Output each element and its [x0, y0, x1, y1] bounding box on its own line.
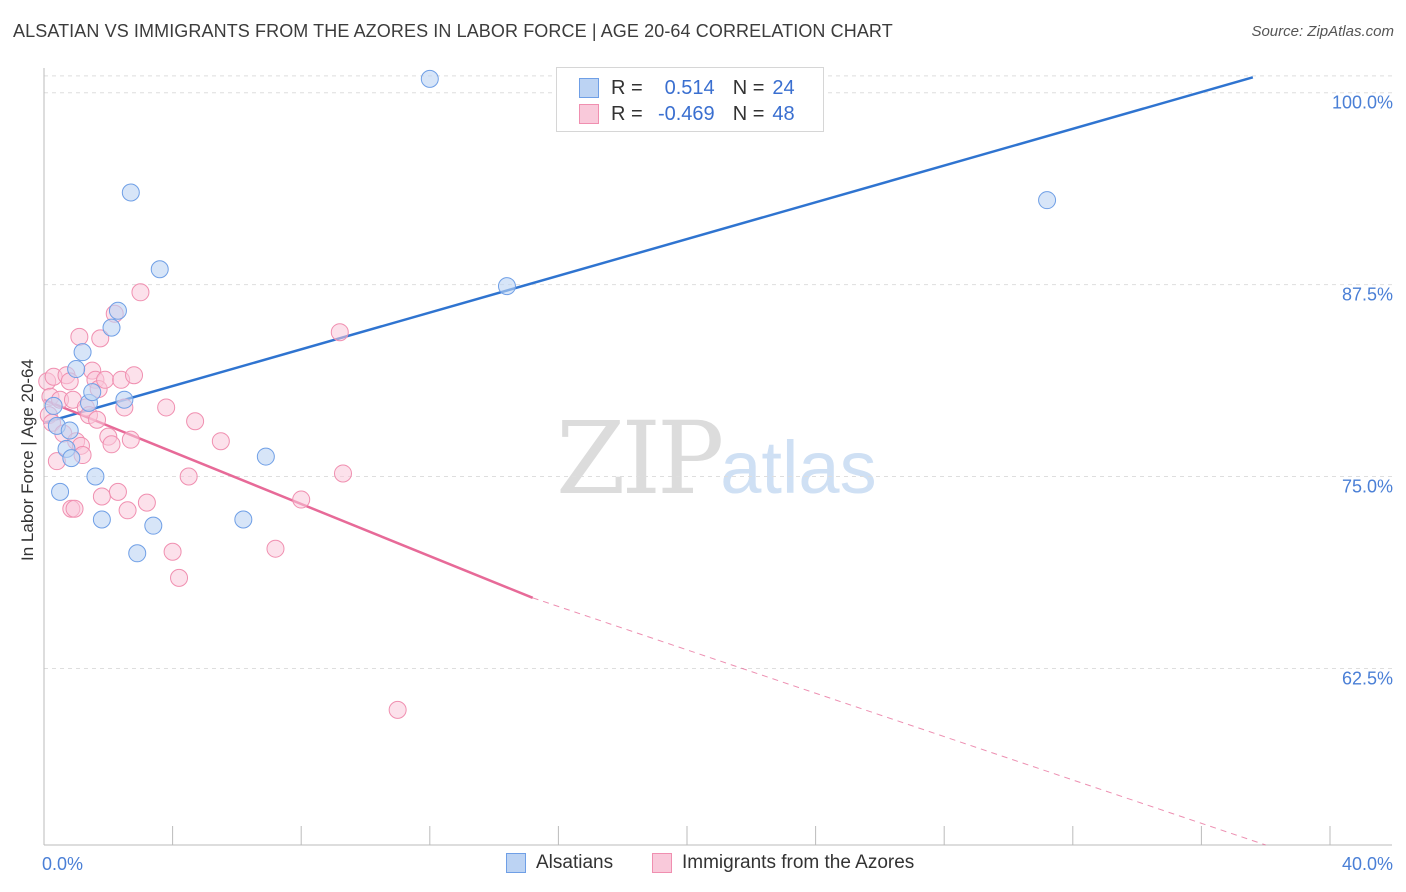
legend-n-label: N =	[732, 76, 765, 99]
trend-line-alsatians	[43, 76, 1254, 424]
x-tick-label: 40.0%	[1342, 854, 1393, 874]
point-alsatians	[108, 301, 127, 320]
tick-labels: 62.5% 75.0% 87.5% 100.0% 0.0% 40.0%	[42, 93, 1393, 874]
point-azores	[70, 327, 89, 346]
point-azores	[292, 490, 311, 509]
point-alsatians	[73, 343, 92, 362]
point-alsatians	[150, 260, 169, 279]
legend-r-value: 0.514	[664, 76, 715, 99]
point-alsatians	[420, 69, 439, 88]
point-azores	[186, 412, 205, 431]
legend-n-value: 24	[772, 76, 795, 99]
point-alsatians	[83, 383, 102, 402]
source-credit: Source: ZipAtlas.com	[1251, 23, 1394, 40]
legend-n-label: N =	[732, 102, 765, 125]
point-alsatians	[60, 421, 79, 440]
point-azores	[179, 467, 198, 486]
legend-row-azores: R = -0.469 N = 48	[579, 102, 795, 126]
y-tick-label: 75.0%	[1342, 477, 1393, 497]
axes	[43, 68, 1392, 846]
point-azores	[137, 493, 156, 512]
watermark-zip: ZIP	[556, 400, 724, 517]
watermark: ZIPatlas	[556, 400, 877, 517]
point-azores	[330, 323, 349, 342]
point-azores	[96, 370, 115, 389]
point-azores	[163, 542, 182, 561]
point-alsatians	[121, 183, 140, 202]
legend-n-value: 48	[772, 102, 795, 125]
point-azores	[108, 482, 127, 501]
legend-label-azores: Immigrants from the Azores	[682, 852, 915, 873]
x-tick-label: 0.0%	[42, 854, 83, 874]
point-alsatians	[115, 390, 134, 409]
point-alsatians	[62, 449, 81, 468]
point-alsatians	[497, 277, 516, 296]
point-azores	[102, 435, 121, 454]
legend-swatch-azores	[579, 104, 599, 124]
y-tick-label: 100.0%	[1332, 93, 1393, 113]
point-alsatians	[102, 318, 121, 337]
point-azores	[121, 430, 140, 449]
point-alsatians	[1038, 191, 1057, 210]
data-points	[38, 69, 1057, 719]
point-azores	[65, 499, 84, 518]
point-azores	[157, 398, 176, 417]
legend-swatch-azores	[652, 853, 672, 873]
chart-title: ALSATIAN VS IMMIGRANTS FROM THE AZORES I…	[13, 21, 893, 41]
legend-r-label: R =	[611, 102, 643, 125]
trend-lines	[43, 76, 1266, 846]
legend-item-alsatians: Alsatians	[506, 852, 613, 874]
point-azores	[92, 487, 111, 506]
y-tick-label: 87.5%	[1342, 285, 1393, 305]
point-azores	[170, 568, 189, 587]
correlation-legend: R = 0.514 N = 24 R = -0.469 N = 48	[556, 67, 824, 132]
point-azores	[333, 464, 352, 483]
point-alsatians	[128, 544, 147, 563]
point-alsatians	[256, 447, 275, 466]
legend-swatch-alsatians	[506, 853, 526, 873]
point-azores	[266, 539, 285, 558]
grid-lines	[44, 75, 1392, 669]
series-legend: Alsatians Immigrants from the Azores	[0, 852, 1406, 878]
legend-row-alsatians: R = 0.514 N = 24	[579, 76, 795, 100]
point-alsatians	[67, 360, 86, 379]
legend-r-value: -0.469	[657, 102, 715, 125]
y-tick-label: 62.5%	[1342, 668, 1393, 688]
point-azores	[125, 366, 144, 385]
point-azores	[388, 700, 407, 719]
legend-label-alsatians: Alsatians	[536, 852, 614, 873]
point-alsatians	[92, 510, 111, 529]
point-azores	[118, 501, 137, 520]
trend-line-azores-extrapolated	[532, 597, 1266, 846]
point-azores	[131, 283, 150, 302]
point-azores	[91, 329, 110, 348]
point-alsatians	[86, 467, 105, 486]
point-alsatians	[51, 482, 70, 501]
point-azores	[88, 410, 107, 429]
point-alsatians	[144, 516, 163, 535]
legend-item-azores: Immigrants from the Azores	[652, 852, 914, 874]
watermark-atlas: atlas	[720, 426, 877, 509]
legend-r-label: R =	[611, 76, 643, 99]
point-alsatians	[44, 396, 63, 415]
point-azores	[211, 432, 230, 451]
point-alsatians	[234, 510, 253, 529]
legend-swatch-alsatians	[579, 78, 599, 98]
